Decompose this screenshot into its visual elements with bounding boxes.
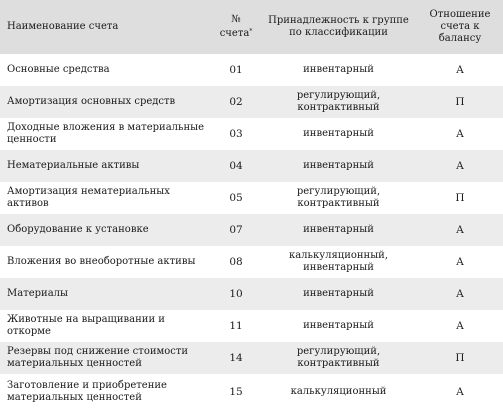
cell-account-number: 10 — [229, 288, 243, 300]
cell-account-number: 08 — [229, 256, 243, 268]
cell-balance: А — [456, 288, 464, 300]
cell-balance: П — [455, 352, 465, 364]
table-row: Нематериальные активы 04 инвентарный А — [0, 150, 503, 182]
cell-account-name: Животные на выращивании и откорме — [7, 314, 165, 337]
cell-balance: А — [456, 256, 464, 268]
table-row: Материалы 10 инвентарный А — [0, 278, 503, 310]
cell-group: инвентарный — [303, 288, 374, 299]
cell-balance: А — [456, 385, 464, 398]
cell-group: инвентарный — [303, 160, 374, 171]
table-row: Заготовление и приобретение материальных… — [0, 374, 503, 409]
header-number-line1: № — [231, 14, 241, 25]
cell-account-name: Оборудование к установке — [7, 224, 149, 235]
header-account-number: № счета* — [212, 0, 260, 54]
cell-account-number: 02 — [229, 96, 243, 108]
cell-account-number: 03 — [229, 128, 243, 140]
cell-balance: А — [456, 160, 464, 172]
cell-account-name: Резервы под снижение стоимости материаль… — [7, 346, 189, 369]
table-row: Вложения во внеоборотные активы 08 кальк… — [0, 246, 503, 278]
cell-group: инвентарный — [303, 224, 374, 235]
cell-account-name: Основные средства — [7, 64, 110, 75]
table-row: Резервы под снижение стоимости материаль… — [0, 342, 503, 374]
cell-balance: А — [456, 64, 464, 76]
cell-account-name: Доходные вложения в материальные ценност… — [7, 122, 204, 145]
table-row: Амортизация основных средств 02 регулиру… — [0, 86, 503, 118]
cell-account-name: Амортизация основных средств — [7, 96, 176, 107]
table-header: Наименование счета № счета* Принадлежнос… — [0, 0, 503, 54]
header-balance: Отношение счета к балансу — [429, 9, 491, 44]
cell-account-number: 04 — [229, 160, 243, 172]
cell-group: регулирующий, контрактивный — [296, 186, 381, 209]
cell-account-name: Материалы — [7, 288, 68, 299]
cell-group: инвентарный — [303, 64, 374, 75]
cell-account-name: Амортизация нематериальных активов — [7, 186, 170, 209]
cell-account-name: Вложения во внеоборотные активы — [7, 256, 196, 267]
cell-account-number: 14 — [229, 352, 243, 364]
cell-group: инвентарный — [303, 128, 374, 139]
cell-group: регулирующий, контрактивный — [296, 346, 381, 369]
cell-account-name: Нематериальные активы — [7, 160, 140, 171]
header-group: Принадлежность к группе по классификации — [268, 15, 409, 38]
table-body: Основные средства 01 инвентарный А Аморт… — [0, 54, 503, 409]
table-row: Доходные вложения в материальные ценност… — [0, 118, 503, 150]
cell-group: регулирующий, контрактивный — [296, 90, 381, 113]
cell-account-number: 07 — [229, 224, 243, 236]
table-row: Животные на выращивании и откорме 11 инв… — [0, 310, 503, 342]
cell-group: калькуляционный — [290, 385, 387, 397]
cell-balance: А — [456, 128, 464, 140]
cell-account-number: 01 — [229, 64, 243, 76]
table-row: Оборудование к установке 07 инвентарный … — [0, 214, 503, 246]
cell-account-number: 11 — [229, 320, 243, 332]
cell-account-name: Заготовление и приобретение материальных… — [7, 379, 167, 403]
header-number-line2: счета — [219, 28, 250, 39]
table-row: Амортизация нематериальных активов 05 ре… — [0, 182, 503, 214]
cell-balance: А — [456, 224, 464, 236]
header-row: Наименование счета № счета* Принадлежнос… — [0, 0, 503, 54]
footnote-mark: * — [249, 28, 253, 35]
table-row: Основные средства 01 инвентарный А — [0, 54, 503, 86]
cell-group: калькуляционный, инвентарный — [288, 250, 389, 273]
cell-account-number: 15 — [229, 385, 243, 398]
cell-account-number: 05 — [229, 192, 243, 204]
cell-group: инвентарный — [303, 320, 374, 331]
cell-balance: П — [455, 192, 465, 204]
cell-balance: П — [455, 96, 465, 108]
header-account-name: Наименование счета — [7, 21, 119, 32]
cell-balance: А — [456, 320, 464, 332]
